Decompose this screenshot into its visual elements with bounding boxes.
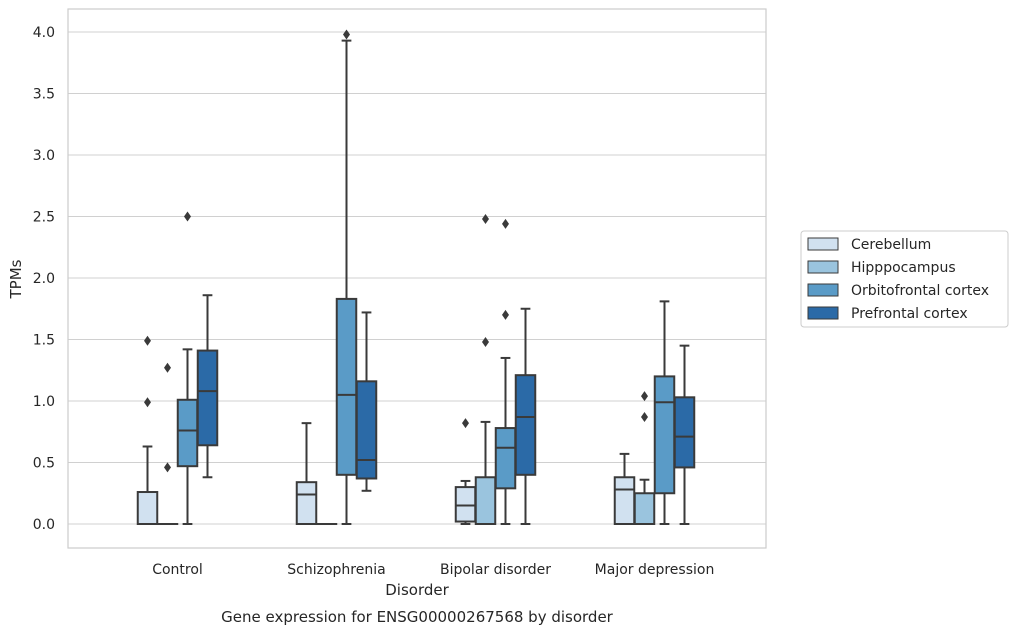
legend: Cerebellum Hipppocampus Orbitofrontal cort… [800,230,1009,328]
box-body [454,486,477,523]
outlier-point [164,362,171,373]
box-0-0 [136,335,159,525]
box-1-2 [335,29,358,525]
x-tick-label: Bipolar disorder [440,562,551,578]
y-axis-label: TPMs [7,259,25,299]
box-body [633,492,656,525]
outlier-point [482,213,489,224]
outlier-point [502,218,509,229]
box-3-0 [613,452,636,526]
box-0-1 [156,362,179,526]
box-body [295,481,318,525]
box-body [474,476,497,526]
box-body [653,375,676,495]
legend-label: Hipppocampus [851,260,956,276]
legend-swatch [807,237,839,251]
outlier-point [144,397,151,408]
box-body [613,476,636,526]
box-1-0 [295,422,318,525]
box-body [335,297,358,476]
legend-swatch [807,260,839,274]
box-body [136,491,159,525]
legend-swatch [807,306,839,320]
legend-frame [800,230,1009,328]
box-2-3 [514,307,537,525]
outlier-point [164,462,171,473]
y-tick-labels: 0.0 0.5 1.0 1.5 2.0 2.5 3.0 3.5 4.0 [33,25,55,533]
box-0-2 [176,211,199,525]
box-2-1 [474,213,497,526]
outlier-point [482,336,489,347]
y-tick-label: 1.0 [33,394,55,410]
outlier-point [502,309,509,320]
x-axis-label: Disorder [385,581,449,599]
x-tick-label: Major depression [595,562,715,578]
outlier-point [641,391,648,402]
plot-area-frame [67,8,767,549]
box-0-3 [196,294,219,479]
outlier-point [641,411,648,422]
chart-title: Gene expression for ENSG00000267568 by d… [221,608,614,626]
box-2-0 [454,418,477,525]
box-body [196,349,219,447]
legend-swatch [807,283,839,297]
legend-label: Prefrontal cortex [851,306,968,322]
y-tick-label: 2.5 [33,210,55,226]
box-1-3 [355,311,378,492]
box-body [176,398,199,468]
outlier-point [184,211,191,222]
outlier-point [462,418,469,429]
box-body [514,374,537,476]
x-tick-label: Control [152,562,203,578]
x-tick-label: Schizophrenia [287,562,385,578]
y-tick-label: 1.5 [33,333,55,349]
y-tick-label: 3.5 [33,87,55,103]
outlier-point [144,335,151,346]
legend-label: Orbitofrontal cortex [851,283,989,299]
outlier-point [343,29,350,40]
boxes [136,29,696,526]
y-tick-label: 3.0 [33,148,55,164]
box-3-2 [653,300,676,525]
box-3-1 [633,391,656,525]
legend-label: Cerebellum [851,237,931,253]
box-3-3 [673,344,696,525]
y-tick-label: 0.5 [33,456,55,472]
y-tick-label: 2.0 [33,271,55,287]
box-body [494,427,517,490]
y-tick-label: 4.0 [33,25,55,41]
x-tick-labels: Control Schizophrenia Bipolar disorder Majo… [152,562,714,578]
box-body [355,380,378,480]
y-tick-label: 0.0 [33,517,55,533]
box-body [673,396,696,469]
box-2-2 [494,218,517,525]
